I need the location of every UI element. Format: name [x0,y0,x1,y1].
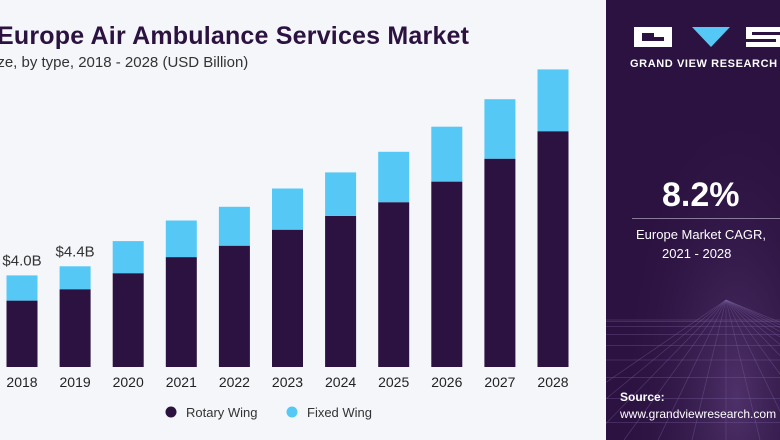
bar-fixed-wing-2025 [378,151,410,203]
bar-rotary-wing-2024 [325,215,357,367]
x-tick-label-2025: 2025 [378,374,409,390]
brand-logo-icon [634,27,780,47]
x-tick-label-2022: 2022 [219,374,250,390]
bar-rotary-wing-2025 [378,202,410,367]
bar-fixed-wing-2020 [112,241,144,274]
cagr-label: Europe Market CAGR, [636,227,767,242]
bar-fixed-wing-2024 [325,172,357,216]
x-tick-label-2027: 2027 [484,374,515,390]
x-tick-label-2021: 2021 [166,374,197,390]
chart-title: Europe Air Ambulance Services Market [0,22,470,50]
legend-label-rotary-wing: Rotary Wing [186,405,258,420]
chart-subtitle: ize, by type, 2018 - 2028 (USD Billion) [0,54,249,71]
legend-marker-fixed-wing [286,406,298,418]
bars-layer [6,69,569,367]
x-tick-label-2028: 2028 [537,374,568,390]
x-axis-ticks: 2018 2019 2020 2021 2022 2023 2024 2025 2026 2027… [6,374,568,390]
data-label-2018: $4.0B [2,252,41,269]
source-url: www.grandviewresearch.com [620,407,777,421]
bar-rotary-wing-2028 [537,131,569,367]
data-labels-layer: $4.0B $4.4B [2,243,94,269]
bar-fixed-wing-2018 [6,275,38,301]
source-label: Source: [620,390,665,404]
bar-fixed-wing-2021 [165,220,197,258]
bar-fixed-wing-2028 [537,69,569,132]
legend: Rotary Wing Fixed Wing [165,405,372,420]
chart-panel: $4.0B $4.4B 2018 2019 2020 2021 2022 2023 2024 2… [0,0,606,440]
legend-marker-rotary-wing [165,406,177,418]
bar-fixed-wing-2023 [272,188,303,230]
bar-rotary-wing-2020 [112,273,144,367]
bar-chart: $4.0B$4.4B 2018 2019 2020 2021 2022 2023 2024 2… [2,69,569,420]
cagr-period: 2021 - 2028 [662,246,732,261]
x-tick-label-2018: 2018 [6,374,37,390]
cagr-divider [632,218,780,219]
side-panel: GRAND VIEW RESEARCH 8.2% Europe Market C… [606,0,780,440]
bar-rotary-wing-2027 [484,158,516,367]
brand-name: GRAND VIEW RESEARCH [630,58,778,70]
x-tick-label-2023: 2023 [272,374,303,390]
legend-label-fixed-wing: Fixed Wing [307,405,372,420]
data-label-2019: $4.4B [55,243,94,260]
cagr-value: 8.2% [662,176,740,214]
bar-rotary-wing-2026 [431,181,463,367]
bar-rotary-wing-2022 [218,245,250,367]
x-tick-label-2019: 2019 [60,374,91,390]
bar-fixed-wing-2027 [484,99,516,159]
bar-fixed-wing-2022 [218,206,250,246]
bar-rotary-wing-2021 [165,257,197,367]
decorative-grid-pattern [606,0,780,440]
x-tick-label-2020: 2020 [113,374,144,390]
bar-rotary-wing-2019 [59,289,91,367]
x-tick-label-2026: 2026 [431,374,462,390]
bar-rotary-wing-2018 [6,300,38,367]
bar-fixed-wing-2019 [59,266,91,290]
x-tick-label-2024: 2024 [325,374,356,390]
bar-rotary-wing-2023 [272,229,303,367]
bar-fixed-wing-2026 [431,126,463,182]
